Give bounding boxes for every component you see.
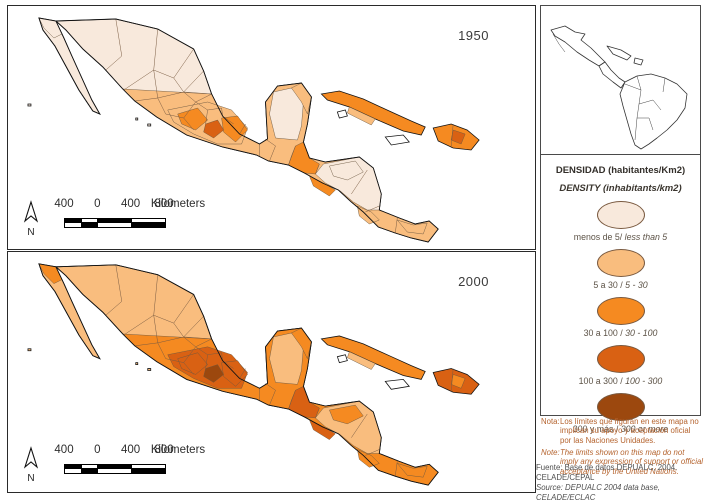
scale-tick: 400 <box>121 198 141 210</box>
north-label: N <box>27 473 35 484</box>
scale-unit: Kilometers <box>150 444 206 456</box>
legend-label: 30 a 100 / 30 - 100 <box>583 328 658 338</box>
north-arrow-icon <box>23 200 39 223</box>
region-jamaica <box>384 134 410 146</box>
legend-item: 30 a 100 / 30 - 100 <box>541 297 700 338</box>
legend-panel: DENSIDAD (habitantes/Km2) DENSITY (inhab… <box>540 5 701 434</box>
disclaimer-notes: Nota: Los límites que figuran en este ma… <box>541 417 703 479</box>
scale-bar: 400 0 400 800 Kilometers <box>54 198 314 240</box>
note-es: Nota: Los límites que figuran en este ma… <box>541 417 703 445</box>
north-arrow: N <box>20 446 42 484</box>
source-en: Source: DEPUALC 2004 data base, CELADE/E… <box>536 483 660 503</box>
region-isla-juventud <box>336 109 348 119</box>
scale-bar: 400 0 400 800 Kilometers <box>54 444 314 486</box>
density-swatch-less-than-5 <box>596 201 645 229</box>
map-panel-1950: 1950 N 400 0 400 800 Kilometers <box>7 5 536 250</box>
north-arrow: N <box>20 200 42 238</box>
legend: DENSIDAD (habitantes/Km2) DENSITY (inhab… <box>541 155 700 434</box>
density-swatch-5-30 <box>596 249 645 277</box>
inset-borders <box>552 33 666 141</box>
year-label-1950: 1950 <box>458 28 489 43</box>
inset-central-america <box>598 61 626 89</box>
density-swatch-30-100 <box>596 297 645 325</box>
legend-item: menos de 5/ less than 5 <box>541 201 700 242</box>
note-en-label: Note: <box>541 448 560 458</box>
scale-tick: 0 <box>94 444 101 456</box>
legend-item: 100 a 300 / 100 - 300 <box>541 345 700 386</box>
region-cuba <box>320 335 426 380</box>
legend-item: 5 a 30 / 5 - 30 <box>541 249 700 290</box>
legend-label: 300 y más / 300 or more <box>572 424 669 434</box>
scale-bar-graphic <box>64 464 166 474</box>
scale-tick: 400 <box>54 444 74 456</box>
source-es: Fuente: Base de datos DEPUALC, 2004. CEL… <box>536 463 678 483</box>
inset-south-america <box>619 73 688 150</box>
map-panel-2000: 2000 N 400 0 400 800 Kilometers <box>7 251 536 493</box>
north-label: N <box>27 227 35 238</box>
legend-label: menos de 5/ less than 5 <box>573 232 668 242</box>
overview-inset-map <box>541 6 700 155</box>
scale-tick: 800 <box>154 444 174 456</box>
legend-label: 100 a 300 / 100 - 300 <box>578 376 663 386</box>
region-isla-juventud <box>336 354 348 364</box>
source-citation: Fuente: Base de datos DEPUALC, 2004. CEL… <box>536 463 708 504</box>
scale-tick: 800 <box>154 198 174 210</box>
north-arrow-icon <box>23 446 39 469</box>
note-es-text: Los límites que figuran en este mapa no … <box>560 417 699 445</box>
note-en-text: The limits shown on this map do not impl… <box>560 448 704 476</box>
scale-bar-labels: 400 0 400 800 Kilometers <box>54 444 314 459</box>
scale-tick: 0 <box>94 198 101 210</box>
note-es-label: Nota: <box>541 417 560 426</box>
scale-tick: 400 <box>54 198 74 210</box>
density-swatch-100-300 <box>596 345 645 373</box>
legend-item: 300 y más / 300 or more <box>541 393 700 434</box>
region-cuba <box>320 90 426 136</box>
inset-mexico <box>550 25 606 67</box>
legend-title-en: DENSITY (inhabitants/km2) <box>559 183 682 194</box>
inset-hispaniola <box>633 57 644 66</box>
region-islets <box>27 103 152 127</box>
scale-bar-graphic <box>64 218 166 228</box>
region-islets <box>27 348 152 372</box>
latin-america-outline-map <box>550 25 688 150</box>
scale-bar-labels: 400 0 400 800 Kilometers <box>54 198 314 213</box>
legend-title-es: DENSIDAD (habitantes/Km2) <box>555 165 686 176</box>
inset-cuba <box>606 45 632 61</box>
year-label-2000: 2000 <box>458 274 489 289</box>
region-jamaica <box>384 378 410 390</box>
density-swatch-300-plus <box>596 393 645 421</box>
note-en: Note: The limits shown on this map do no… <box>541 448 703 476</box>
scale-unit: Kilometers <box>150 198 206 210</box>
legend-label: 5 a 30 / 5 - 30 <box>593 280 648 290</box>
scale-tick: 400 <box>121 444 141 456</box>
